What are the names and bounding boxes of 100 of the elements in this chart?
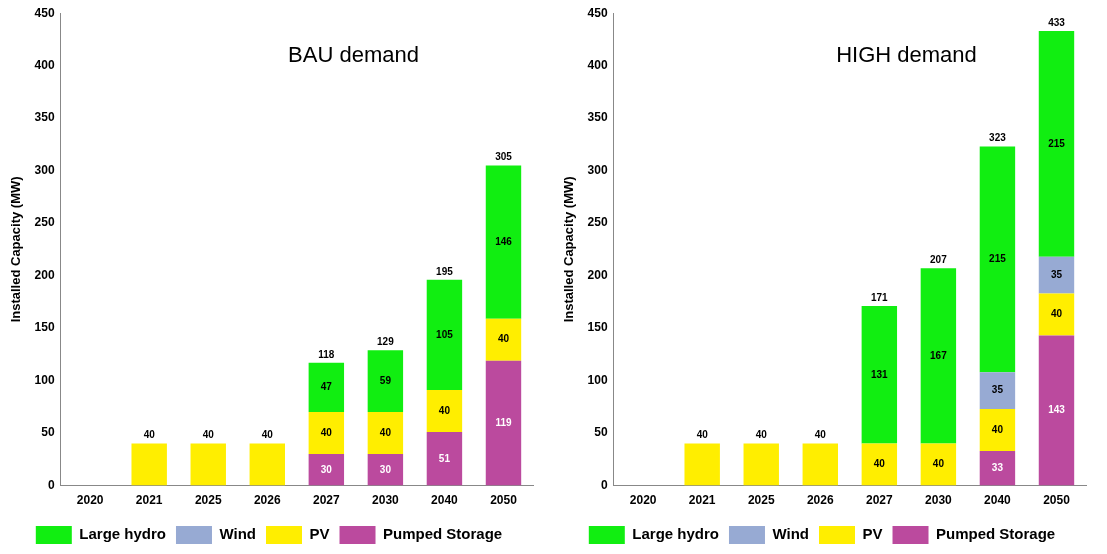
- y-tick-label: 0: [600, 477, 608, 492]
- bar: [131, 443, 167, 486]
- bar: [861, 306, 898, 444]
- x-tick-label: 2026: [806, 493, 834, 508]
- y-tick-label: 50: [41, 425, 55, 440]
- y-tick-label: 250: [34, 215, 55, 230]
- data-label: 47: [320, 381, 333, 393]
- y-tick-label: 150: [34, 320, 55, 335]
- bar: [367, 412, 404, 455]
- y-tick-label: 450: [34, 5, 55, 20]
- bar: [426, 279, 463, 391]
- total-label: 118: [318, 348, 335, 360]
- x-tick-label: 2025: [194, 493, 222, 508]
- data-label: 35: [991, 384, 1004, 396]
- text: BAU demand: [288, 41, 419, 67]
- x-tick-label: 2040: [984, 493, 1012, 508]
- bar: [684, 443, 720, 486]
- data-label: 40: [1050, 308, 1063, 320]
- data-label: 40: [320, 426, 333, 438]
- data-label: 40: [932, 458, 945, 470]
- bar: [190, 443, 226, 486]
- y-tick-label: 100: [34, 372, 55, 387]
- x-tick-label: 2026: [253, 493, 281, 508]
- bar: [979, 450, 1016, 486]
- x-tick-label: 2050: [490, 493, 518, 508]
- bar: [1038, 256, 1075, 294]
- bar: [485, 165, 522, 319]
- x-tick-label: 2040: [431, 493, 459, 508]
- legend-label: PV: [309, 525, 330, 543]
- x-tick-label: 2027: [312, 493, 340, 508]
- data-label: 143: [1048, 404, 1066, 416]
- x-tick-label: 2021: [135, 493, 163, 508]
- y-tick-label: 250: [587, 215, 608, 230]
- x-tick-label: 2020: [76, 493, 104, 508]
- text: HIGH demand: [836, 41, 977, 67]
- bar: [920, 443, 957, 486]
- bar: [367, 454, 404, 486]
- bar: [1038, 293, 1075, 336]
- data-label: 51: [438, 452, 451, 464]
- y-axis-title: Installed Capacity (MW): [8, 176, 24, 323]
- bar: [861, 443, 898, 486]
- data-label: 131: [870, 368, 889, 380]
- x-tick-label: 2025: [747, 493, 775, 508]
- total-label: 40: [202, 429, 215, 441]
- y-tick-label: 100: [587, 372, 608, 387]
- bar: [979, 408, 1016, 451]
- y-axis-title: Installed Capacity (MW): [561, 176, 577, 323]
- y-tick-label: 150: [587, 320, 608, 335]
- data-label: 167: [930, 349, 948, 361]
- x-tick-label: 2020: [629, 493, 657, 508]
- bar: [1038, 31, 1075, 257]
- y-tick-label: 450: [587, 5, 608, 20]
- data-label: 40: [497, 333, 510, 345]
- bar: [249, 443, 285, 486]
- data-label: 30: [379, 463, 392, 475]
- y-tick-label: 350: [587, 110, 608, 125]
- total-label: 40: [696, 429, 709, 441]
- legend-label: Wind: [772, 525, 810, 543]
- total-label: 207: [930, 254, 948, 266]
- bar: [426, 432, 463, 486]
- y-tick-label: 400: [34, 58, 55, 72]
- total-label: 40: [755, 429, 768, 441]
- data-label: 59: [379, 374, 392, 386]
- bar: [426, 390, 463, 433]
- y-tick-label: 350: [34, 110, 55, 125]
- data-label: 40: [438, 404, 451, 416]
- data-label: 146: [495, 235, 513, 247]
- data-label: 105: [436, 328, 454, 340]
- total-label: 129: [377, 335, 395, 347]
- bar: [920, 268, 957, 444]
- bar: [743, 443, 779, 486]
- total-label: 171: [870, 291, 889, 303]
- y-tick-label: 400: [587, 58, 608, 72]
- bar: [979, 372, 1016, 409]
- bar: [308, 362, 345, 413]
- legend-label: Wind: [219, 525, 257, 543]
- x-tick-label: 2050: [1043, 493, 1071, 508]
- x-tick-label: 2021: [688, 493, 716, 508]
- data-label: 35: [1050, 268, 1063, 280]
- data-label: 215: [1048, 137, 1066, 149]
- legend-label: Large hydro: [632, 525, 719, 543]
- total-label: 433: [1048, 16, 1066, 28]
- legend-label: PV: [862, 525, 883, 543]
- data-label: 33: [991, 462, 1004, 474]
- data-label: 40: [379, 426, 392, 438]
- bar: [979, 146, 1016, 373]
- data-label: 215: [989, 253, 1007, 265]
- legend-label: Pumped Storage: [936, 525, 1056, 543]
- legend-label: Large hydro: [79, 525, 166, 543]
- total-label: 195: [436, 265, 454, 277]
- x-tick-label: 2030: [925, 493, 953, 508]
- data-label: 40: [873, 458, 886, 470]
- bar: [802, 443, 838, 486]
- total-label: 40: [261, 429, 274, 441]
- data-label: 119: [495, 416, 512, 428]
- bar: [1038, 335, 1075, 486]
- y-tick-label: 0: [47, 477, 55, 492]
- data-label: 40: [991, 423, 1004, 435]
- total-label: 40: [143, 429, 156, 441]
- y-tick-label: 300: [34, 162, 55, 177]
